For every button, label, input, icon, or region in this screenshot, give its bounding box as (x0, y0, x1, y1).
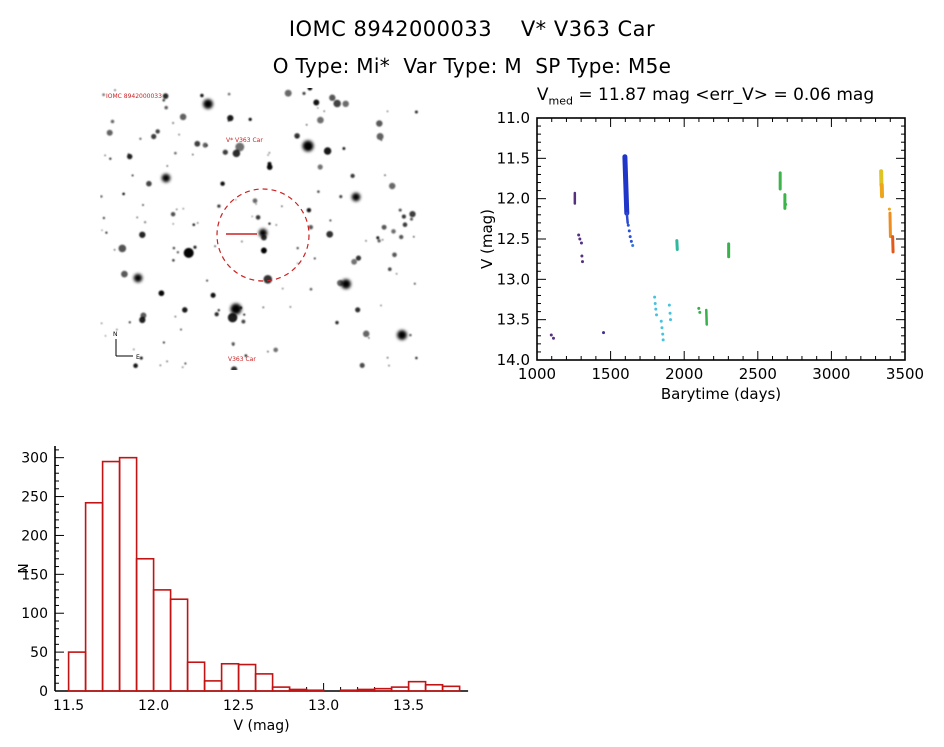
vmed-symbol: V (536, 85, 549, 105)
svg-text:12.0: 12.0 (138, 698, 169, 714)
svg-text:2500: 2500 (739, 365, 777, 383)
svg-text:IOMC 8942000033: IOMC 8942000033 (106, 93, 162, 100)
lightcurve-plot: 1000 1500 2000 2500 3000 3500 11.0 11.5 12.0 12.5… (478, 109, 924, 403)
vmed-subscript: med (548, 94, 573, 108)
page-subtitle: O Type: Mi* Var Type: M SP Type: M5e (272, 54, 672, 78)
svg-text:2000: 2000 (665, 365, 703, 383)
svg-text:250: 250 (21, 490, 48, 506)
svg-text:V* V363 Car: V* V363 Car (226, 137, 263, 144)
svg-text:Barytime (days): Barytime (days) (661, 385, 781, 403)
svg-text:11.0: 11.0 (497, 109, 530, 127)
svg-text:200: 200 (21, 528, 48, 544)
finder-chart-image: IOMC 8942000033 V* V363 Car V363 Car N E (100, 88, 420, 370)
svg-text:12.5: 12.5 (497, 230, 530, 248)
svg-text:E: E (136, 354, 140, 361)
svg-text:0: 0 (39, 684, 48, 700)
svg-text:V (mag): V (mag) (234, 718, 290, 734)
lightcurve-title: Vmed = 11.87 mag <err_V> = 0.06 mag (478, 85, 933, 107)
svg-text:N: N (113, 331, 118, 338)
svg-text:V (mag): V (mag) (478, 209, 496, 269)
svg-text:12.5: 12.5 (223, 698, 254, 714)
svg-text:1500: 1500 (592, 365, 630, 383)
svg-text:V363 Car: V363 Car (228, 356, 256, 363)
svg-text:13.5: 13.5 (497, 311, 530, 329)
svg-text:N: N (18, 563, 32, 573)
histogram-plot: 0 50 100 150 200 250 300 11.5 12.0 12.5 13.0 13.5 V … (18, 446, 469, 734)
svg-text:100: 100 (21, 606, 48, 622)
svg-text:13.5: 13.5 (393, 698, 424, 714)
svg-text:12.0: 12.0 (497, 190, 530, 208)
svg-text:300: 300 (21, 451, 48, 467)
svg-text:11.5: 11.5 (53, 698, 84, 714)
page-title: IOMC 8942000033 V* V363 Car (288, 17, 656, 41)
svg-text:50: 50 (30, 645, 48, 661)
svg-text:13.0: 13.0 (497, 270, 530, 288)
svg-text:3000: 3000 (812, 365, 850, 383)
svg-text:14.0: 14.0 (497, 351, 530, 369)
svg-text:150: 150 (21, 567, 48, 583)
svg-text:1000: 1000 (518, 365, 556, 383)
vmed-value-text: = 11.87 mag <err_V> = 0.06 mag (572, 85, 875, 105)
svg-text:13.0: 13.0 (308, 698, 339, 714)
svg-text:11.5: 11.5 (497, 149, 530, 167)
svg-text:3500: 3500 (886, 365, 924, 383)
